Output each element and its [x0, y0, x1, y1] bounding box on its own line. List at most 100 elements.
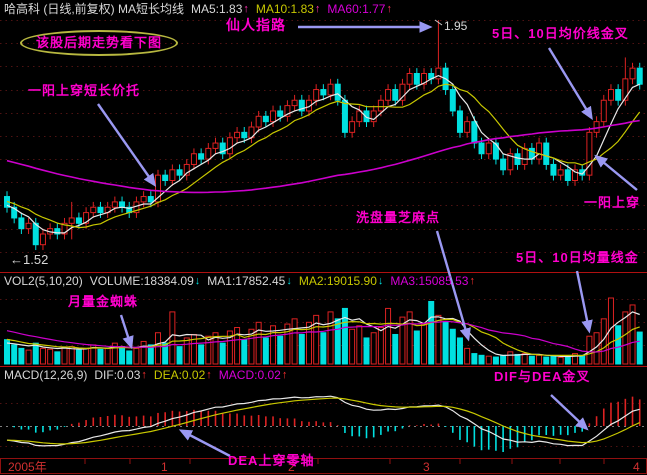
annotation-monthly-golden-spider: 月量金蜘蛛: [68, 294, 139, 309]
candle-body: [262, 115, 269, 123]
candle-body: [485, 142, 492, 155]
trend-arrow-icon: ↑: [206, 369, 212, 381]
volume-bar: [557, 356, 564, 365]
candle-body: [183, 163, 190, 176]
indicator-text: VOL2(5,10,20): [4, 274, 83, 288]
candle-body: [226, 137, 233, 155]
trend-arrow-icon: ↓: [194, 275, 201, 287]
macd-indicator: MACD(12,26,9): [4, 368, 87, 382]
volume-bar: [39, 347, 46, 365]
trend-arrow-icon: ↑: [386, 3, 392, 15]
annotation-dea-cross-zero: DEA上穿零轴: [228, 453, 315, 468]
price-peak-pointer: [434, 19, 443, 26]
volume-bar: [47, 348, 54, 365]
volume-bar: [572, 353, 579, 365]
candle-body: [492, 142, 499, 160]
indicator-text: MA2:19015.90: [298, 274, 377, 288]
candle-body: [464, 121, 471, 133]
annotation-forecast-note: 该股后期走势看下图: [20, 30, 179, 56]
vol-ma1-value: MA1:17852.45 ↓: [207, 274, 292, 288]
candle-body: [162, 174, 169, 181]
volume-bar: [421, 323, 428, 365]
ma60-value: MA60:1.77 ↑: [327, 2, 392, 16]
candle-body: [435, 67, 442, 80]
macd-value: MACD:0.02 ↑: [219, 368, 288, 382]
volume-bar: [219, 342, 226, 365]
candle-body: [255, 115, 262, 128]
candle-body: [327, 83, 334, 96]
price-ma5-line: [6, 74, 640, 234]
candle-body: [25, 222, 32, 230]
candle-body: [119, 201, 126, 208]
candle-body: [291, 99, 298, 107]
candle-body: [270, 110, 277, 123]
candle-body: [334, 83, 341, 101]
volume-bar: [248, 328, 255, 365]
volume-bar: [392, 333, 399, 365]
macd-pane-header: MACD(12,26,9) DIF:0.03 ↑ DEA:0.02 ↑ MACD:0.02…: [4, 368, 294, 382]
candle-body: [18, 217, 25, 230]
candle-body: [392, 89, 399, 101]
volume-bar: [629, 304, 636, 365]
volume-bar: [385, 307, 392, 365]
volume-bar: [104, 347, 111, 365]
candle-body: [500, 158, 507, 171]
volume-pane-header: VOL2(5,10,20) VOLUME:18384.09 ↓ MA1:17852.4…: [4, 274, 482, 288]
annotation-arrow-dea-cross-zero: [178, 429, 231, 458]
indicator-text: DEA:0.02: [153, 368, 206, 382]
volume-bar: [18, 347, 25, 365]
candle-body: [456, 110, 463, 133]
stock-title: 哈高科 (日线,前复权) MA短长均线: [4, 2, 184, 16]
volume-bar: [543, 356, 550, 365]
candle-body: [521, 147, 528, 165]
volume-bar: [500, 354, 507, 365]
macd-dea-line: [6, 397, 640, 445]
candle-body: [83, 212, 90, 224]
indicator-text: MACD:0.02: [218, 368, 281, 382]
candle-body: [622, 78, 629, 101]
annotation-arrow-volume-ma-golden-cross: [575, 270, 593, 334]
candle-body: [219, 142, 226, 155]
candle-body: [579, 169, 586, 176]
volume-bar: [435, 314, 442, 365]
candle-body: [471, 121, 478, 144]
candle-body: [313, 89, 320, 101]
annotation-dif-dea-golden-cross: DIF与DEA金叉: [494, 369, 591, 384]
candle-body: [176, 169, 183, 176]
volume-bar: [298, 333, 305, 365]
volume-bar: [341, 307, 348, 365]
volume-bar: [471, 353, 478, 365]
volume-bar: [83, 347, 90, 365]
dea-value: DEA:0.02 ↑: [154, 368, 212, 382]
volume-bar: [97, 348, 104, 365]
volume-bar: [320, 332, 327, 365]
volume-bar: [399, 316, 406, 365]
volume-bar: [32, 342, 39, 365]
timeline-year-label: 2005年: [8, 460, 47, 474]
candle-body: [536, 142, 543, 160]
trend-arrow-icon: ↑: [314, 3, 321, 15]
annotation-yang-cross-up: 一阳上穿: [584, 195, 641, 210]
volume-bar: [176, 346, 183, 365]
volume-bar: [147, 344, 154, 365]
volume-bar: [564, 356, 571, 365]
candle-body: [190, 153, 197, 165]
candle-body: [39, 233, 46, 246]
volume-bar: [521, 353, 528, 365]
volume-bar: [119, 346, 126, 365]
trend-arrow-icon: ↓: [377, 275, 384, 287]
indicator-text: MA5:1.83: [191, 2, 243, 16]
candle-body: [349, 121, 356, 133]
volume-bar: [25, 349, 32, 365]
volume-bar: [169, 311, 176, 365]
volume-bar: [262, 337, 269, 365]
volume-bar: [428, 300, 435, 365]
indicator-text: MA1:17852.45: [207, 274, 286, 288]
candle-body: [205, 147, 212, 160]
volume-ma10-line: [6, 318, 640, 357]
candle-body: [32, 222, 39, 246]
candle-body: [507, 153, 514, 171]
volume-bar: [284, 323, 291, 365]
candle-body: [169, 169, 176, 182]
